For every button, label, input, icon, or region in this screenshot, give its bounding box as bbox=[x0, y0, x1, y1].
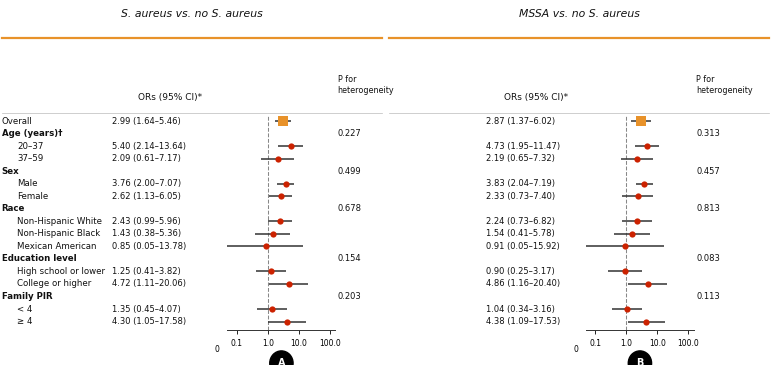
Text: 4.72 (1.11–20.06): 4.72 (1.11–20.06) bbox=[112, 280, 186, 288]
Text: Overall: Overall bbox=[2, 117, 32, 126]
Text: ORs (95% CI)*: ORs (95% CI)* bbox=[137, 93, 202, 102]
Text: 2.33 (0.73–7.40): 2.33 (0.73–7.40) bbox=[486, 192, 555, 201]
Circle shape bbox=[270, 351, 293, 365]
Text: Female: Female bbox=[17, 192, 49, 201]
Text: High school or lower: High school or lower bbox=[17, 267, 105, 276]
Text: 2.24 (0.73–6.82): 2.24 (0.73–6.82) bbox=[486, 217, 554, 226]
Text: 0.227: 0.227 bbox=[338, 129, 362, 138]
Text: 0.113: 0.113 bbox=[696, 292, 720, 301]
Text: 0: 0 bbox=[215, 345, 220, 354]
Text: 0.813: 0.813 bbox=[696, 204, 720, 214]
Text: 0.083: 0.083 bbox=[696, 254, 720, 264]
Text: Family PIR: Family PIR bbox=[2, 292, 52, 301]
Text: 0.457: 0.457 bbox=[696, 167, 720, 176]
Text: 2.87 (1.37–6.02): 2.87 (1.37–6.02) bbox=[486, 117, 555, 126]
Text: 0: 0 bbox=[574, 345, 578, 354]
Text: Non-Hispanic Black: Non-Hispanic Black bbox=[17, 230, 100, 238]
Text: B: B bbox=[636, 358, 644, 365]
Text: 4.86 (1.16–20.40): 4.86 (1.16–20.40) bbox=[486, 280, 560, 288]
Text: 0.678: 0.678 bbox=[338, 204, 362, 214]
Text: ORs (95% CI)*: ORs (95% CI)* bbox=[503, 93, 568, 102]
Text: 0.499: 0.499 bbox=[338, 167, 362, 176]
Text: A: A bbox=[278, 358, 285, 365]
Text: 0.90 (0.25–3.17): 0.90 (0.25–3.17) bbox=[486, 267, 554, 276]
Text: 3.76 (2.00–7.07): 3.76 (2.00–7.07) bbox=[112, 179, 181, 188]
Text: 5.40 (2.14–13.64): 5.40 (2.14–13.64) bbox=[112, 142, 186, 151]
Text: 1.04 (0.34–3.16): 1.04 (0.34–3.16) bbox=[486, 304, 554, 314]
Text: Sex: Sex bbox=[2, 167, 19, 176]
Text: 0.154: 0.154 bbox=[338, 254, 362, 264]
Text: 2.19 (0.65–7.32): 2.19 (0.65–7.32) bbox=[486, 154, 554, 163]
Text: Male: Male bbox=[17, 179, 38, 188]
Text: Age (years)†: Age (years)† bbox=[2, 129, 62, 138]
Text: 4.38 (1.09–17.53): 4.38 (1.09–17.53) bbox=[486, 317, 560, 326]
Text: < 4: < 4 bbox=[17, 304, 32, 314]
Text: 1.43 (0.38–5.36): 1.43 (0.38–5.36) bbox=[112, 230, 181, 238]
Text: 2.99 (1.64–5.46): 2.99 (1.64–5.46) bbox=[112, 117, 180, 126]
Text: 0.91 (0.05–15.92): 0.91 (0.05–15.92) bbox=[486, 242, 560, 251]
Text: 0.313: 0.313 bbox=[696, 129, 720, 138]
Text: 1.25 (0.41–3.82): 1.25 (0.41–3.82) bbox=[112, 267, 180, 276]
Text: 1.54 (0.41–5.78): 1.54 (0.41–5.78) bbox=[486, 230, 554, 238]
Text: Non-Hispanic White: Non-Hispanic White bbox=[17, 217, 102, 226]
Text: 0.203: 0.203 bbox=[338, 292, 362, 301]
Text: P for
heterogeneity: P for heterogeneity bbox=[696, 75, 752, 95]
Text: S. aureus vs. no S. aureus: S. aureus vs. no S. aureus bbox=[121, 9, 262, 19]
Text: College or higher: College or higher bbox=[17, 280, 91, 288]
Text: Education level: Education level bbox=[2, 254, 76, 264]
Text: 2.43 (0.99–5.96): 2.43 (0.99–5.96) bbox=[112, 217, 180, 226]
Text: 2.62 (1.13–6.05): 2.62 (1.13–6.05) bbox=[112, 192, 180, 201]
Text: 4.73 (1.95–11.47): 4.73 (1.95–11.47) bbox=[486, 142, 560, 151]
Text: 20–37: 20–37 bbox=[17, 142, 43, 151]
Text: Mexican American: Mexican American bbox=[17, 242, 96, 251]
Text: 37–59: 37–59 bbox=[17, 154, 43, 163]
Text: MSSA vs. no S. aureus: MSSA vs. no S. aureus bbox=[519, 9, 640, 19]
Text: 1.35 (0.45–4.07): 1.35 (0.45–4.07) bbox=[112, 304, 180, 314]
Text: Race: Race bbox=[2, 204, 25, 214]
Text: 2.09 (0.61–7.17): 2.09 (0.61–7.17) bbox=[112, 154, 180, 163]
Text: ≥ 4: ≥ 4 bbox=[17, 317, 32, 326]
Text: 0.85 (0.05–13.78): 0.85 (0.05–13.78) bbox=[112, 242, 186, 251]
Circle shape bbox=[628, 351, 651, 365]
Text: 4.30 (1.05–17.58): 4.30 (1.05–17.58) bbox=[112, 317, 186, 326]
Text: 3.83 (2.04–7.19): 3.83 (2.04–7.19) bbox=[486, 179, 554, 188]
Text: P for
heterogeneity: P for heterogeneity bbox=[338, 75, 394, 95]
